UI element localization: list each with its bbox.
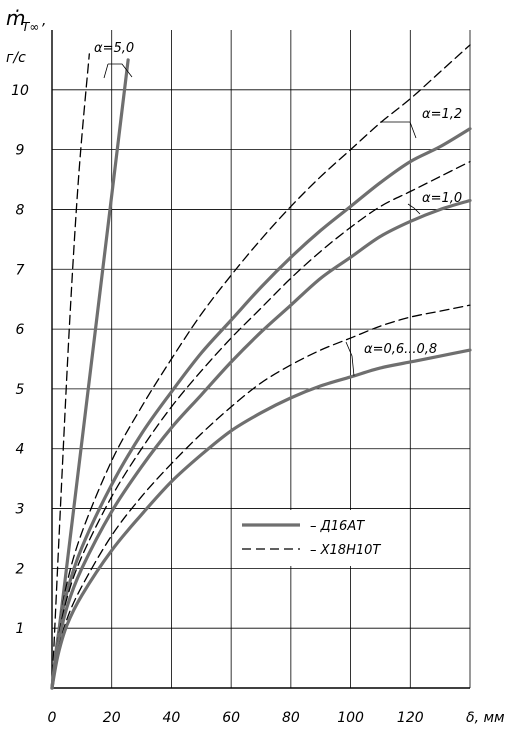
y-tick-label: 6 [16, 322, 25, 338]
curves [50, 44, 472, 690]
x-tick-label: 20 [103, 710, 121, 726]
x-axis-label: δ, мм [466, 710, 505, 726]
series-dashed-α=1,0 [51, 160, 471, 689]
annotation-alpha-1-2: α=1,2 [422, 107, 462, 122]
annotation-alpha-0-6-0-8: α=0,6...0,8 [364, 342, 437, 357]
legend: – Д16АТ – Х18Н10Т [232, 510, 400, 566]
series-solid-α=5,0 [50, 58, 130, 690]
series-dashed-α=1,2 [51, 44, 471, 689]
y-tick-label: 9 [16, 143, 25, 159]
annotation-alpha-1-0-leader [407, 203, 421, 215]
annotation-alpha-5: α=5,0 [94, 41, 134, 56]
y-tick-label: 3 [16, 502, 25, 518]
series-solid-α=1,0 [50, 198, 472, 690]
legend-label-d16at: – Д16АТ [310, 519, 365, 534]
series-dashed-α=0,6...0,8 [51, 304, 471, 689]
y-tick-label: 1 [16, 621, 25, 637]
x-tick-label: 40 [163, 710, 181, 726]
series-solid-α=1,2 [50, 127, 472, 690]
y-tick-label: 8 [16, 202, 25, 218]
x-tick-label: 100 [337, 710, 364, 726]
y-tick-label: 7 [16, 262, 25, 278]
annotation-alpha-5-leader [108, 63, 133, 78]
y-axis-symbol: ṁ [6, 6, 25, 30]
annotation-alpha-1-0: α=1,0 [422, 191, 462, 206]
y-tick-label: 5 [16, 382, 25, 398]
series-dashed-α=5,0 [51, 53, 90, 689]
annotation-alpha-1-2-leader [380, 121, 417, 139]
y-tick-label: 10 [11, 83, 29, 99]
annotation-alpha-5-leader-b [103, 63, 109, 79]
y-tick-label: 2 [16, 561, 25, 577]
series-solid-α=0,6...0,8 [50, 348, 472, 690]
legend-label-kh18n10t: – Х18Н10Т [310, 543, 381, 558]
grid [51, 30, 471, 689]
x-tick-label: 60 [222, 710, 240, 726]
legend-background [232, 510, 400, 566]
x-tick-label: 80 [282, 710, 300, 726]
x-tick-label: 0 [48, 710, 57, 726]
annotation-alpha-0-6-0-8-leader [345, 341, 355, 377]
y-axis-subscript: T∞ [22, 20, 39, 34]
x-tick-label: 120 [397, 710, 424, 726]
y-axis-unit: г/с [6, 50, 26, 66]
y-axis-suffix: , [42, 13, 46, 29]
tick-labels: 0 20 40 60 80 100 120 1 2 3 4 5 6 7 8 9 10 [11, 83, 424, 726]
y-tick-label: 4 [16, 442, 25, 458]
